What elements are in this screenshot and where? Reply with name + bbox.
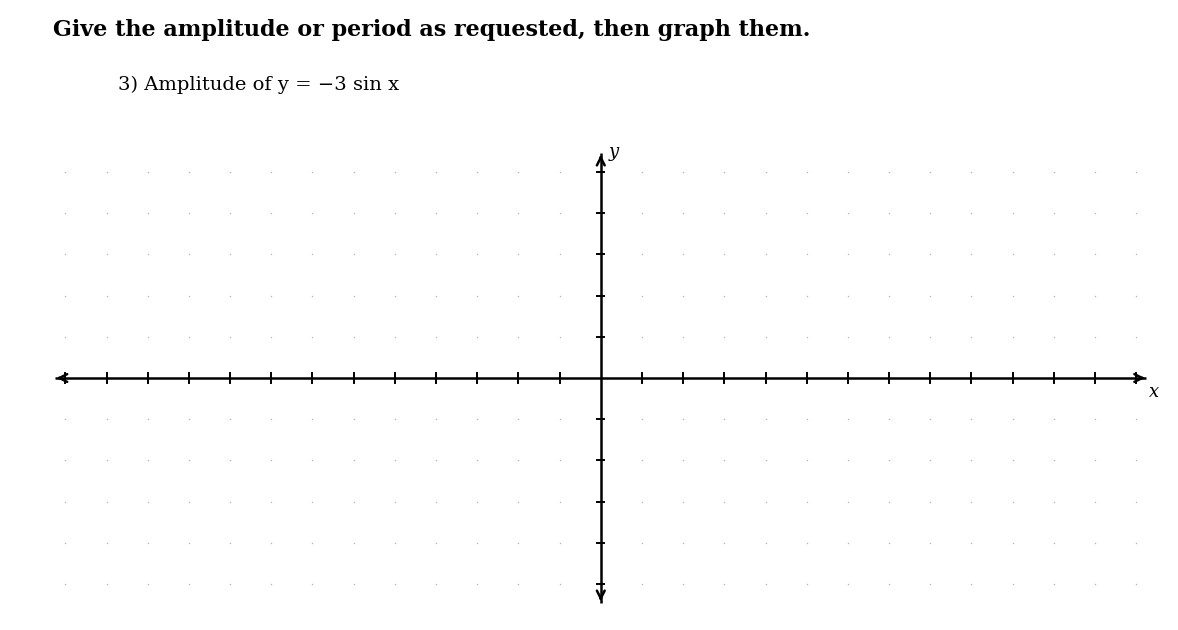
Text: x: x: [1149, 384, 1159, 401]
Text: Give the amplitude or period as requested, then graph them.: Give the amplitude or period as requeste…: [53, 19, 810, 41]
Text: 3) Amplitude of y = −3 sin x: 3) Amplitude of y = −3 sin x: [118, 76, 399, 94]
Text: y: y: [608, 143, 618, 161]
